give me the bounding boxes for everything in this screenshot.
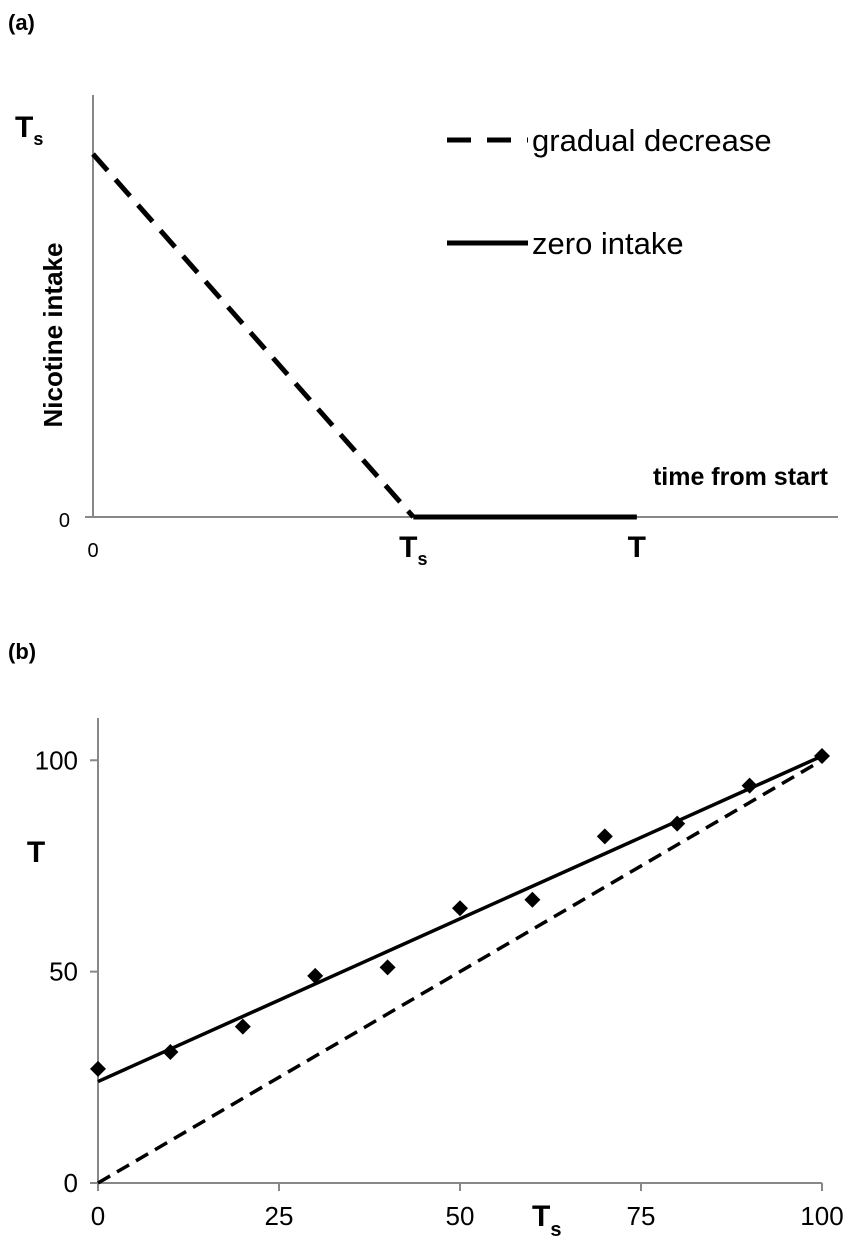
data-point (596, 828, 613, 845)
x-tick-label-ts: Ts (399, 531, 427, 569)
reference-line-y-equals-x (97, 758, 823, 1185)
data-point (90, 1060, 106, 1077)
data-point (452, 900, 468, 917)
panel-a-label: (a) (8, 10, 35, 35)
data-point (669, 815, 686, 832)
x-tick-label: 25 (265, 1201, 294, 1231)
legend-label-gradual-decrease: gradual decrease (532, 123, 772, 158)
panel-a-x-axis-label: time from start (653, 463, 829, 491)
y-tick-label: 100 (35, 745, 78, 775)
data-point (234, 1018, 251, 1035)
data-point (307, 967, 324, 984)
data-point (524, 891, 541, 908)
data-point (379, 959, 396, 976)
x-tick-label: 100 (800, 1201, 843, 1231)
panel-b-x-axis-label: Ts (532, 1200, 561, 1241)
data-point (162, 1043, 179, 1060)
y-tick-label: 0 (64, 1168, 78, 1198)
y-tick-label: 50 (49, 957, 78, 987)
panel-a-y-axis-label: Nicotine intake (38, 243, 68, 428)
legend-label-zero-intake: zero intake (532, 226, 684, 261)
y-tick-label-0: 0 (59, 510, 70, 532)
series-line-gradual-decrease (91, 152, 416, 519)
panel-a-chart: (a) Nicotine intake time from start 0 Ts T… (8, 10, 838, 569)
panel-b-chart: (b) T Ts 0 25 50 75 100 0 50 100 (8, 639, 844, 1241)
data-point (814, 748, 830, 765)
data-point (741, 777, 758, 794)
x-tick-label-t: T (628, 531, 646, 564)
x-tick-label: 75 (627, 1201, 656, 1231)
x-tick-label-0: 0 (87, 540, 98, 562)
panel-b-y-axis-label: T (27, 836, 45, 869)
x-tick-label: 50 (446, 1201, 475, 1231)
x-tick-label: 0 (91, 1201, 105, 1231)
fit-line (97, 754, 823, 1084)
y-tick-label-ts: Ts (15, 111, 43, 149)
panel-b-label: (b) (8, 639, 36, 664)
